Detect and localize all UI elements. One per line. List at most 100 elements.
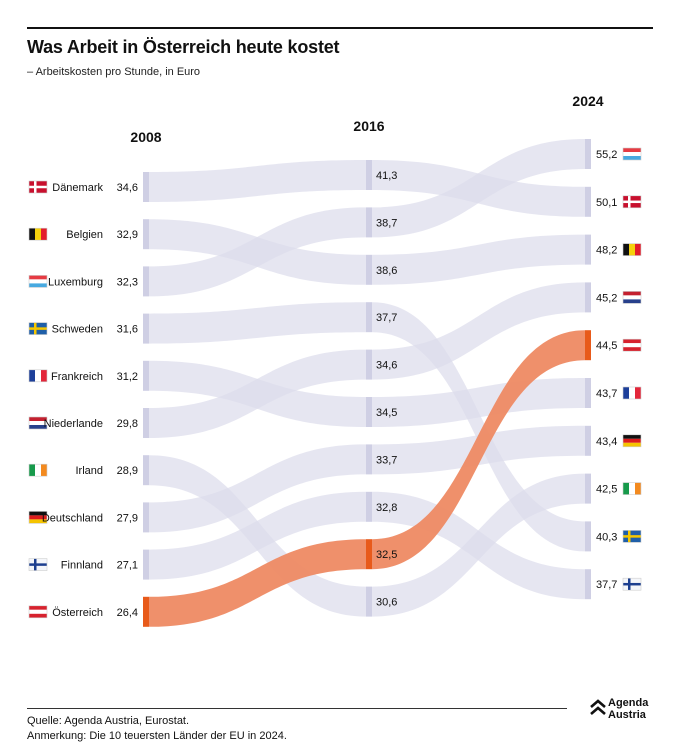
flow-at-2016-2024: [372, 330, 585, 570]
bar-at-2016: [366, 539, 372, 570]
bar-fi-2016: [366, 491, 372, 522]
flow-fr-2016-2024: [372, 378, 585, 427]
flow-lu-2008-2016: [149, 207, 366, 297]
agenda-austria-logo: Agenda Austria: [590, 697, 660, 721]
country-name-at: Österreich: [52, 607, 103, 619]
country-name-fi: Finnland: [61, 560, 103, 572]
annotation-note: Anmerkung: Die 10 teuersten Länder der E…: [27, 730, 287, 742]
flag-nl-icon: [28, 416, 48, 430]
country-name-dk: Dänemark: [52, 182, 103, 194]
value-fi-2016: 32,8: [376, 502, 397, 514]
value-ie-2008: 28,9: [117, 465, 138, 477]
value-ie-2016: 30,6: [376, 597, 397, 609]
bar-fr-2008: [143, 360, 149, 391]
flow-be-2016-2024: [372, 234, 585, 285]
value-nl-2016: 34,6: [376, 360, 397, 372]
bar-ie-2016: [366, 586, 372, 617]
value-nl-2008: 29,8: [117, 418, 138, 430]
bar-se-2008: [143, 313, 149, 344]
bar-nl-2016: [366, 349, 372, 380]
flow-de-2008-2016: [149, 444, 366, 533]
value-at-2008: 26,4: [117, 607, 138, 619]
bar-de-2024: [585, 425, 591, 456]
flow-nl-2016-2024: [372, 282, 585, 380]
bar-dk-2016: [366, 160, 372, 190]
slope-chart: 2008 2016 2024 Dänemark 34,6 41,3 50,1 Belgien 3…: [28, 93, 642, 627]
value-se-2008: 31,6: [117, 324, 138, 336]
flag-se-icon: [28, 322, 48, 335]
bar-ie-2008: [143, 455, 149, 486]
flag-at-icon: [622, 338, 642, 352]
value-be-2008: 32,9: [117, 229, 138, 241]
bar-nl-2024: [585, 282, 591, 313]
flow-se-2016-2024: [372, 302, 585, 552]
bar-se-2024: [585, 521, 591, 552]
value-de-2008: 27,9: [117, 512, 138, 524]
country-name-de: Deutschland: [42, 512, 103, 524]
year-label-2024: 2024: [572, 93, 603, 109]
flow-dk-2008-2016: [149, 160, 366, 202]
value-fi-2008: 27,1: [117, 560, 138, 572]
country-name-nl: Niederlande: [44, 418, 103, 430]
bar-fr-2024: [585, 378, 591, 408]
bar-dk-2024: [585, 186, 591, 217]
flag-nl-icon: [622, 291, 642, 304]
logo-line-1: Agenda: [608, 697, 649, 709]
bar-at-2008: [143, 596, 149, 627]
value-de-2016: 33,7: [376, 454, 397, 466]
flag-dk-icon: [622, 195, 642, 209]
value-se-2024: 40,3: [596, 531, 617, 543]
flag-ie-icon: [28, 463, 48, 477]
flow-lu-2016-2024: [372, 139, 585, 238]
flag-ie-icon: [622, 482, 642, 495]
value-fr-2024: 43,7: [596, 388, 617, 400]
bar-dk-2008: [143, 172, 149, 202]
source-note: Quelle: Agenda Austria, Eurostat.: [27, 715, 190, 727]
bar-be-2016: [366, 254, 372, 285]
bar-fi-2008: [143, 549, 149, 580]
flow-layer: [149, 139, 585, 627]
flag-at-icon: [28, 605, 48, 619]
bar-de-2016: [366, 444, 372, 475]
bar-lu-2016: [366, 207, 372, 238]
flag-fi-icon: [28, 558, 48, 571]
top-rule: [27, 27, 653, 29]
country-name-ie: Irland: [75, 465, 103, 477]
value-fr-2008: 31,2: [117, 371, 138, 383]
logo-line-2: Austria: [608, 709, 646, 721]
flow-nl-2008-2016: [149, 349, 366, 438]
flag-fr-icon: [622, 386, 642, 400]
year-label-2016: 2016: [353, 118, 384, 134]
bar-fi-2024: [585, 569, 591, 600]
value-fi-2024: 37,7: [596, 579, 617, 591]
value-dk-2008: 34,6: [117, 182, 138, 194]
bar-de-2008: [143, 502, 149, 533]
country-name-be: Belgien: [66, 229, 103, 241]
value-lu-2024: 55,2: [596, 149, 617, 161]
bar-nl-2008: [143, 408, 149, 438]
flow-fi-2008-2016: [149, 491, 366, 580]
bar-fr-2016: [366, 397, 372, 427]
country-name-lu: Luxemburg: [48, 276, 103, 288]
value-lu-2008: 32,3: [117, 276, 138, 288]
flow-at-2008-2016: [149, 539, 366, 627]
footer-rule: [27, 708, 567, 709]
logo-text: Agenda Austria: [608, 697, 648, 721]
flag-lu-icon: [28, 275, 48, 288]
value-ie-2024: 42,5: [596, 484, 617, 496]
flag-se-icon: [622, 530, 642, 543]
flag-de-icon: [28, 511, 48, 524]
bar-ie-2024: [585, 473, 591, 504]
value-lu-2016: 38,7: [376, 217, 397, 229]
chart-subtitle: – Arbeitskosten pro Stunde, in Euro: [27, 66, 201, 78]
bar-se-2016: [366, 302, 372, 333]
value-se-2016: 37,7: [376, 312, 397, 324]
bar-at-2024: [585, 330, 591, 361]
value-be-2024: 48,2: [596, 245, 617, 257]
label-layer: 2008 2016 2024 Dänemark 34,6 41,3 50,1 Belgien 3…: [28, 93, 642, 619]
flag-de-icon: [622, 434, 642, 448]
bar-lu-2024: [585, 139, 591, 169]
bar-lu-2008: [143, 266, 149, 297]
country-name-fr: Frankreich: [51, 371, 103, 383]
country-name-se: Schweden: [52, 324, 103, 336]
